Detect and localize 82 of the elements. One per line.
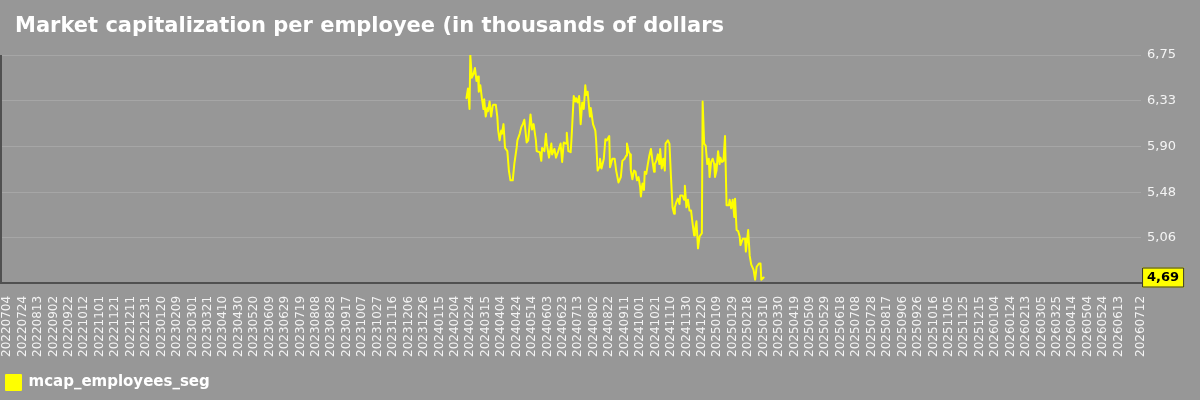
x-tick-label: 20251105: [940, 295, 955, 357]
x-tick-label: 20230120: [153, 295, 168, 357]
y-tick-label: 5,06: [1147, 228, 1177, 244]
y-tick-label: 6,75: [1147, 46, 1177, 62]
x-tick-label: 20240115: [431, 295, 446, 357]
y-tick-label: 5,90: [1147, 138, 1177, 154]
x-tick-label: 20260414: [1064, 295, 1079, 357]
x-tick-label: 20241021: [647, 295, 662, 357]
x-tick-label: 20230828: [323, 295, 338, 357]
chart-title: Market capitalization per employee (in thousands of dollars: [15, 13, 725, 37]
x-tick-label: 20220902: [45, 295, 60, 357]
x-tick-label: 20240204: [446, 295, 461, 357]
x-tick-label: 20221121: [107, 295, 122, 357]
x-tick-label: 20220704: [0, 295, 14, 357]
x-tick-label: 20250529: [817, 295, 832, 357]
x-tick-label: 20240713: [570, 295, 585, 357]
x-tick-label: 20240603: [539, 295, 554, 357]
x-tick-label: 20240224: [462, 295, 477, 357]
legend-label: mcap_employees_seg: [28, 372, 210, 391]
x-tick-label: 20250708: [848, 295, 863, 357]
x-tick-label: 20240315: [477, 295, 492, 357]
x-tick-label: 20260524: [1095, 295, 1110, 357]
x-tick-label: 20231226: [416, 295, 431, 357]
x-tick-label: 20230209: [169, 295, 184, 357]
x-tick-label: 20250218: [740, 295, 755, 357]
x-tick-label: 20230808: [308, 295, 323, 357]
x-tick-label: 20260104: [987, 295, 1002, 357]
x-tick-label: 20231206: [400, 295, 415, 357]
x-tick-label: 20240424: [508, 295, 523, 357]
x-tick-label: 20260325: [1049, 295, 1064, 357]
x-tick-label: 20220922: [61, 295, 76, 357]
x-tick-label: 20220724: [14, 295, 29, 357]
x-tick-label: 20250618: [832, 295, 847, 357]
x-tick-label: 20230917: [338, 295, 353, 357]
x-tick-label: 20241001: [632, 295, 647, 357]
x-tick-label: 20240802: [585, 295, 600, 357]
x-tick-label: 20260124: [1002, 295, 1017, 357]
x-tick-label: 20251125: [956, 295, 971, 357]
annotation: 4,69: [1147, 268, 1180, 284]
x-tick-label: 20230301: [184, 295, 199, 357]
x-tick-label: 20230321: [199, 295, 214, 357]
x-tick-label: 20231027: [369, 295, 384, 357]
x-tick-label: 20250310: [755, 295, 770, 357]
x-tick-label: 20240911: [616, 295, 631, 357]
x-tick-label: 20230629: [277, 295, 292, 357]
x-tick-label: 20260504: [1079, 295, 1094, 357]
x-tick-label: 20231007: [354, 295, 369, 357]
x-tick-label: 20221211: [122, 295, 137, 357]
y-tick-label: 6,33: [1147, 91, 1177, 107]
x-tick-label: 20230520: [246, 295, 261, 357]
x-tick-label: 20250509: [802, 295, 817, 357]
x-tick-label: 20250129: [724, 295, 739, 357]
x-tick-label: 20250109: [709, 295, 724, 357]
x-tick-label: 20221101: [91, 295, 106, 357]
x-tick-label: 20250330: [771, 295, 786, 357]
x-tick-label: 20251215: [971, 295, 986, 357]
y-tick-label: 5,48: [1147, 183, 1177, 199]
x-tick-label: 20230719: [292, 295, 307, 357]
x-tick-label: 20240514: [524, 295, 539, 357]
x-tick-label: 20241220: [693, 295, 708, 357]
x-tick-label: 20230410: [215, 295, 230, 357]
x-tick-label: 20260712: [1133, 295, 1148, 357]
x-tick-label: 20221231: [138, 295, 153, 357]
x-tick-label: 20260305: [1033, 295, 1048, 357]
x-tick-label: 20250817: [879, 295, 894, 357]
x-tick-label: 20250728: [863, 295, 878, 357]
x-tick-label: 20260213: [1018, 295, 1033, 357]
x-tick-label: 20251016: [925, 295, 940, 357]
x-tick-label: 20240623: [555, 295, 570, 357]
x-tick-label: 20231116: [385, 295, 400, 357]
x-tick-label: 20250906: [894, 295, 909, 357]
x-tick-label: 20230609: [261, 295, 276, 357]
x-tick-label: 20240404: [493, 295, 508, 357]
x-tick-label: 20250419: [786, 295, 801, 357]
x-tick-label: 20221012: [76, 295, 91, 357]
x-tick-label: 20230430: [230, 295, 245, 357]
x-tick-label: 20241110: [663, 295, 678, 357]
x-tick-label: 20241130: [678, 295, 693, 357]
x-tick-label: 20250926: [910, 295, 925, 357]
x-tick-label: 20260613: [1110, 295, 1125, 357]
x-tick-label: 20220813: [30, 295, 45, 357]
x-tick-label: 20240822: [601, 295, 616, 357]
